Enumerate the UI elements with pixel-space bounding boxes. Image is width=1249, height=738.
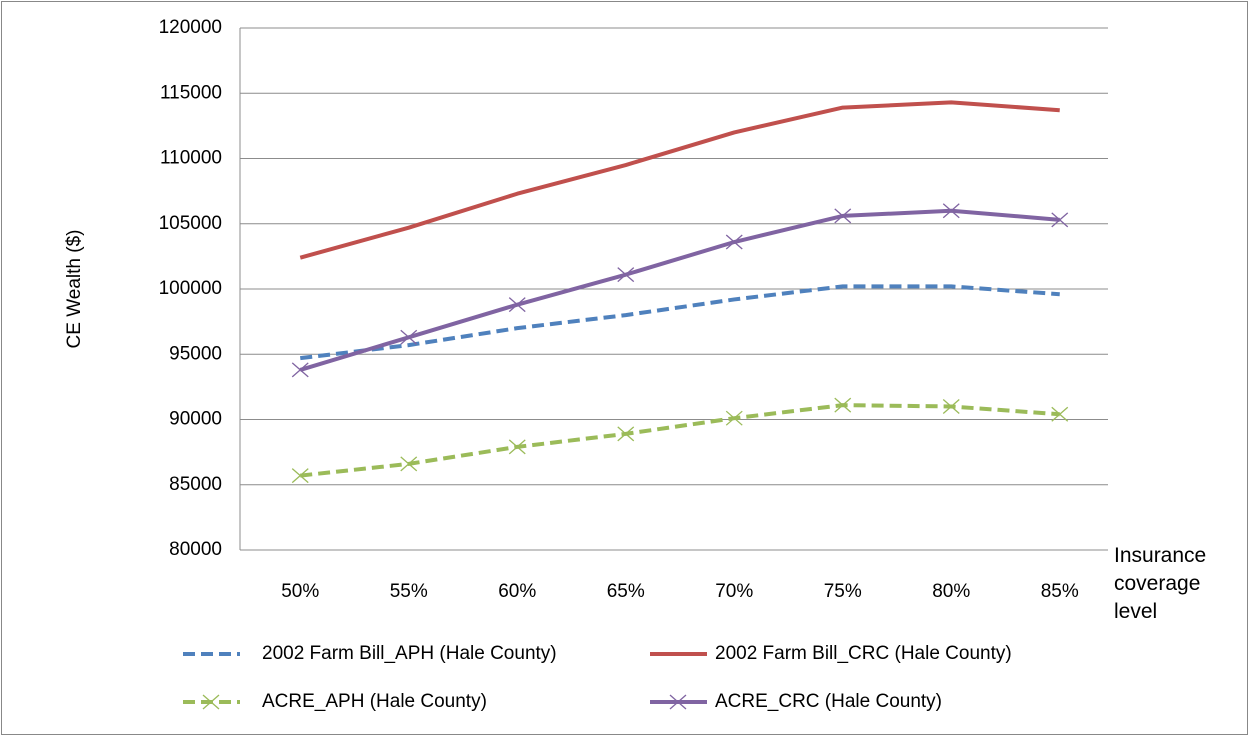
- x-tick-label: 60%: [498, 581, 536, 602]
- point-marker: [617, 426, 635, 442]
- point-marker: [508, 439, 526, 455]
- x-tick-label: 70%: [715, 581, 753, 602]
- legend-label: 2002 Farm Bill_APH (Hale County): [262, 643, 557, 664]
- x-tick-label: 85%: [1041, 581, 1079, 602]
- x-tick-label: 65%: [607, 581, 645, 602]
- x-tick-label: 50%: [281, 581, 319, 602]
- legend-label: ACRE_CRC (Hale County): [715, 691, 942, 712]
- y-tick-label: 85000: [169, 474, 222, 495]
- point-marker: [400, 329, 418, 345]
- series-line: [300, 403, 1060, 478]
- y-tick-label: 95000: [169, 343, 222, 364]
- y-tick-label: 90000: [169, 409, 222, 430]
- point-marker: [291, 362, 309, 378]
- point-marker: [725, 410, 743, 426]
- point-marker: [291, 468, 309, 484]
- legend-label: ACRE_APH (Hale County): [262, 691, 487, 712]
- point-marker: [508, 297, 526, 313]
- point-marker: [1051, 212, 1069, 228]
- x-axis-label: Insurance coverage level: [1114, 544, 1207, 623]
- series-line: [299, 208, 1060, 372]
- y-tick-label: 105000: [159, 213, 222, 234]
- legend-marker: [669, 694, 687, 710]
- series-line: [299, 100, 1060, 260]
- point-marker: [725, 234, 743, 250]
- point-marker: [942, 398, 960, 414]
- y-tick-label: 115000: [160, 82, 222, 103]
- point-marker: [834, 397, 852, 413]
- legend-marker: [202, 694, 220, 710]
- y-tick-label: 80000: [169, 539, 222, 560]
- x-tick-label: 75%: [824, 581, 862, 602]
- y-tick-label: 100000: [159, 278, 222, 299]
- point-marker: [400, 456, 418, 472]
- point-marker: [617, 267, 635, 283]
- y-axis-label: CE Wealth ($): [64, 230, 85, 349]
- point-marker: [1051, 406, 1069, 422]
- y-tick-label: 110000: [160, 148, 222, 169]
- point-marker: [942, 203, 960, 219]
- series-line: [300, 284, 1060, 361]
- x-tick-label: 80%: [932, 581, 970, 602]
- y-tick-label: 120000: [159, 17, 222, 38]
- legend-label: 2002 Farm Bill_CRC (Hale County): [715, 643, 1012, 664]
- point-marker: [834, 208, 852, 224]
- x-tick-label: 55%: [390, 581, 428, 602]
